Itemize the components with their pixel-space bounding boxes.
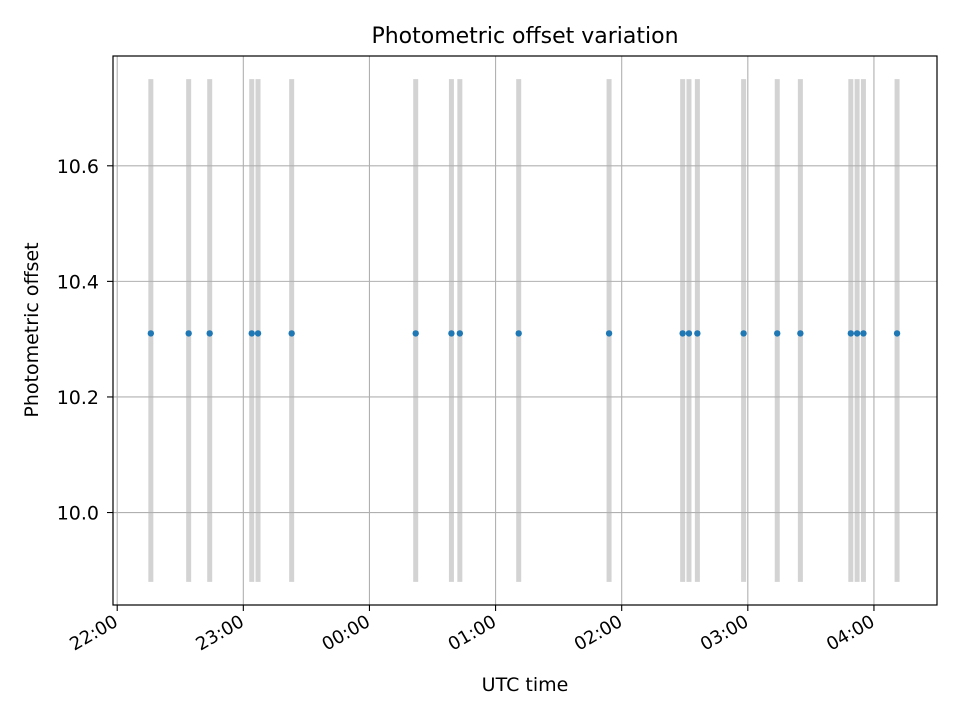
data-point: [774, 330, 781, 337]
axes-frame: [112, 55, 938, 606]
data-point: [248, 330, 255, 337]
data-point: [448, 330, 455, 337]
data-point: [853, 330, 861, 337]
y-axis-label: Photometric offset: [21, 242, 43, 417]
y-axis-ticks: 10.0 10.2 10.4 10.6: [57, 156, 113, 525]
chart-title: Photometric offset variation: [371, 24, 678, 49]
data-point: [740, 330, 747, 337]
y-tick-label: 10.4: [57, 271, 99, 293]
data-point: [694, 330, 701, 337]
data-point: [605, 330, 613, 337]
data-point: [847, 330, 855, 337]
data-point: [893, 330, 901, 337]
data-point: [456, 330, 464, 337]
data-point: [797, 330, 804, 337]
y-tick-label: 10.2: [57, 387, 99, 409]
data-point: [860, 330, 867, 337]
data-point: [679, 330, 686, 337]
data-point: [685, 330, 693, 337]
data-point: [206, 330, 213, 337]
data-point: [185, 330, 192, 337]
grid-lines: [113, 56, 937, 605]
y-tick-label: 10.6: [57, 156, 99, 178]
x-axis-label: UTC time: [482, 674, 569, 696]
data-point: [412, 330, 419, 337]
y-tick-label: 10.0: [57, 503, 99, 525]
data-points: [147, 330, 901, 337]
data-point: [515, 330, 522, 337]
data-point: [254, 330, 262, 337]
data-point: [288, 330, 295, 337]
data-point: [147, 330, 155, 337]
